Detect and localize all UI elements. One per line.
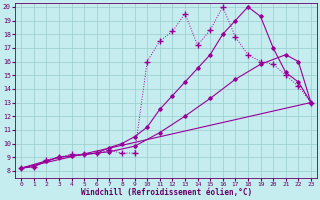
X-axis label: Windchill (Refroidissement éolien,°C): Windchill (Refroidissement éolien,°C) — [81, 188, 252, 197]
